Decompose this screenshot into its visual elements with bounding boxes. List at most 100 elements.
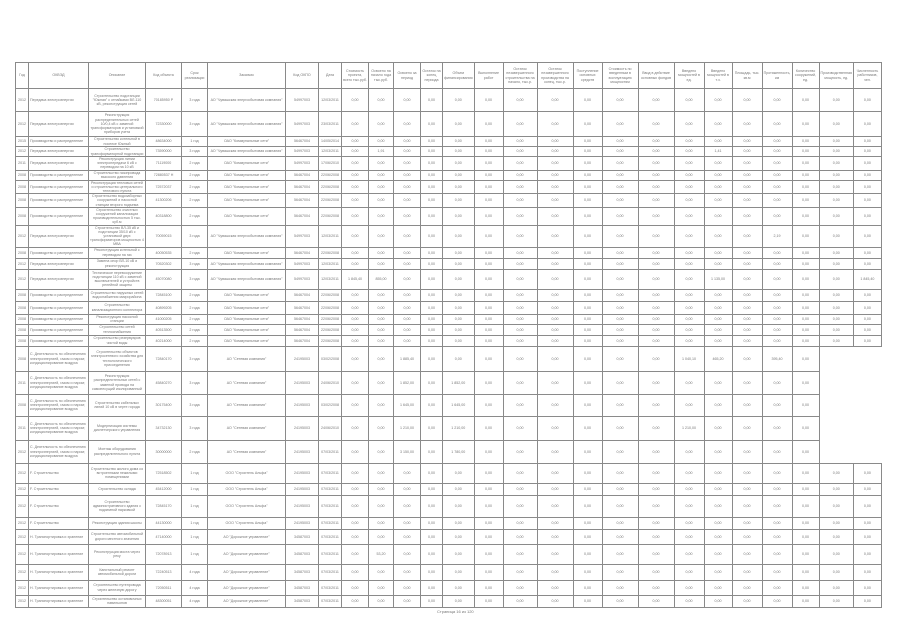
table-cell: Строительство автомобильной дороги местн… xyxy=(88,528,146,545)
table-cell: 0,00 xyxy=(420,439,443,464)
table-cell: 2008 xyxy=(15,246,29,259)
table-cell: 0,00 xyxy=(368,193,394,208)
table-cell: 0,00 xyxy=(473,156,504,171)
table-cell: 0,00 xyxy=(368,111,394,137)
table-cell: 0,00 xyxy=(703,415,733,441)
table-cell: 2008 xyxy=(15,193,29,208)
table-cell: 34587003 xyxy=(285,579,319,596)
table-cell: 0,00 xyxy=(852,494,882,518)
table-cell: 2008 xyxy=(15,393,29,417)
table-cell: 0,00 xyxy=(572,494,603,518)
table-cell: 4 года xyxy=(181,579,208,596)
table-cell: 22/06/2008 xyxy=(318,313,342,325)
table-cell: 0,00 xyxy=(852,334,882,347)
table-cell: 0,00 xyxy=(791,494,820,518)
table-cell: 0,00 xyxy=(341,257,369,270)
table-cell: 0,00 xyxy=(637,516,675,530)
table-cell: 40899205 xyxy=(145,300,182,315)
table-cell: 0,00 xyxy=(420,146,443,157)
table-cell: Производство и распределение xyxy=(28,169,89,181)
table-cell: 0,00 xyxy=(818,193,854,208)
table-cell: 0,00 xyxy=(442,494,475,518)
table-cell: 0,00 xyxy=(393,516,421,530)
table-cell: АО "Чувашская энергосбытовая компания" xyxy=(207,146,286,157)
table-cell: 34587003 xyxy=(285,528,319,545)
table-cell: 1 885,40 xyxy=(393,345,421,372)
table-cell: 0,00 xyxy=(536,206,574,226)
table-cell: 0,00 xyxy=(852,206,882,226)
table-cell: 0,00 xyxy=(791,146,820,157)
table-cell: 0,00 xyxy=(791,88,820,112)
table-cell: 2 года xyxy=(181,246,208,259)
table-cell: 0,00 xyxy=(393,169,421,181)
table-cell: 0,00 xyxy=(601,268,639,290)
table-cell: 0,00 xyxy=(637,439,675,464)
table-cell: 0,00 xyxy=(791,179,820,195)
table-cell: ОАО "Коммунальные сети" xyxy=(207,246,286,259)
table-cell: АО "Дорожное управление" xyxy=(207,563,286,581)
table-cell: 0,00 xyxy=(673,528,705,545)
table-cell: Строительство котельной в поселке Южный xyxy=(88,136,146,147)
table-cell: 0,00 xyxy=(703,224,733,248)
table-cell: 0,00 xyxy=(341,313,369,325)
table-cell: ОАО "Коммунальные сети" xyxy=(207,136,286,147)
table-row: 2012 Н. Транспортировка и хранение Строите… xyxy=(15,594,882,608)
table-cell: 0,00 xyxy=(761,579,793,596)
table-cell: 0,00 xyxy=(442,257,475,270)
table-cell: 1 год xyxy=(181,462,208,484)
table-cell: АО "Дорожное управление" xyxy=(207,594,286,608)
table-cell: 0,00 xyxy=(473,246,504,259)
table-cell: 2008 xyxy=(15,323,29,336)
table-cell: 0,00 xyxy=(791,393,820,417)
table-cell: 0,00 xyxy=(731,288,763,302)
table-cell: 0,00 xyxy=(536,516,574,530)
table-cell: 0,00 xyxy=(536,494,574,518)
table-cell: 0,00 xyxy=(341,543,369,565)
table-cell: 0,00 xyxy=(442,206,475,226)
table-cell: 0,00 xyxy=(703,313,733,325)
column-header: Производственная мощность, ед. xyxy=(818,62,854,89)
table-cell: 0,00 xyxy=(731,439,763,464)
table-cell: 0,00 xyxy=(393,224,421,248)
table-cell: 0,00 xyxy=(442,313,475,325)
table-cell: 0,00 xyxy=(536,88,574,112)
table-cell: 0,00 xyxy=(368,88,394,112)
table-cell: 0,00 xyxy=(341,415,369,441)
table-cell: 0,00 xyxy=(368,156,394,171)
table-cell: 0,00 xyxy=(536,543,574,565)
table-cell: Н. Транспортировка и хранение xyxy=(28,579,89,596)
table-cell: 4 года xyxy=(181,594,208,608)
table-cell: 0,00 xyxy=(502,516,538,530)
table-cell: 1 852,00 xyxy=(442,370,475,395)
table-cell: 0,00 xyxy=(761,146,793,157)
table-cell: 0,00 xyxy=(791,257,820,270)
table-cell: 1,91 xyxy=(368,146,394,157)
table-cell: 3 года xyxy=(181,393,208,417)
table-cell: 2 года xyxy=(181,193,208,208)
table-cell: 54997003 xyxy=(285,257,319,270)
table-cell: 0,00 xyxy=(572,313,603,325)
table-cell: Производство и распределение xyxy=(28,313,89,325)
table-cell: 0,00 xyxy=(536,136,574,147)
table-cell: 0,00 xyxy=(473,543,504,565)
table-cell: АО "Чувашская энергосбытовая компания" xyxy=(207,111,286,137)
table-cell: 0,00 xyxy=(572,146,603,157)
table-cell: 1 год xyxy=(181,494,208,518)
column-header: Код ОКПО xyxy=(285,62,319,89)
table-cell: Передача электроэнергии xyxy=(28,224,89,248)
table-cell: 0,00 xyxy=(852,516,882,530)
table-cell: 0,00 xyxy=(601,323,639,336)
table-cell: 0,00 xyxy=(761,334,793,347)
table-row: 2012 Передача электроэнергии Строительство… xyxy=(15,146,882,157)
table-cell: АО "Чувашская энергосбытовая компания" xyxy=(207,88,286,112)
table-cell: 0,00 xyxy=(536,323,574,336)
table-cell: 2008 xyxy=(15,169,29,181)
table-cell: 0,00 xyxy=(852,179,882,195)
table-cell: 0,00 xyxy=(572,136,603,147)
table-cell: 0,00 xyxy=(572,439,603,464)
table-cell: Реконструкция распределительных сетей 10… xyxy=(88,111,146,137)
table-cell: 0,00 xyxy=(852,193,882,208)
column-header: Введено мощностей в ед. xyxy=(673,62,705,89)
table-cell: 2,19 xyxy=(761,224,793,248)
table-cell: 2008 xyxy=(15,179,29,195)
